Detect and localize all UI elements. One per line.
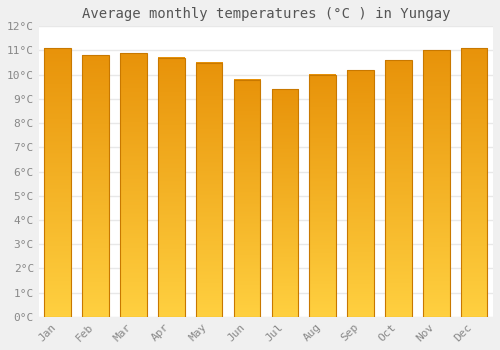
Bar	[385, 60, 411, 317]
Bar	[44, 48, 71, 317]
Bar	[348, 70, 374, 317]
Bar	[272, 89, 298, 317]
Bar	[310, 75, 336, 317]
Bar	[234, 79, 260, 317]
Bar	[158, 58, 184, 317]
Bar	[196, 63, 222, 317]
Bar	[82, 55, 109, 317]
Title: Average monthly temperatures (°C ) in Yungay: Average monthly temperatures (°C ) in Yu…	[82, 7, 450, 21]
Bar	[461, 48, 487, 317]
Bar	[120, 53, 146, 317]
Bar	[423, 50, 450, 317]
